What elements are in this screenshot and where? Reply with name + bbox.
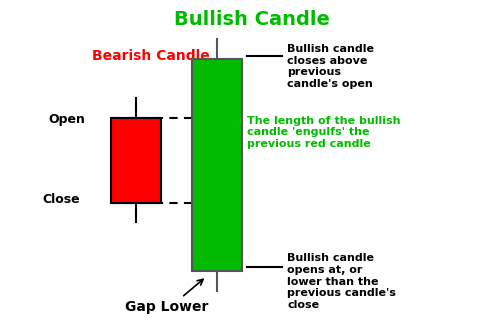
Text: Bullish candle
opens at, or
lower than the
previous candle's
close: Bullish candle opens at, or lower than t… <box>287 253 396 310</box>
Text: Bullish Candle: Bullish Candle <box>174 10 330 29</box>
Text: Close: Close <box>43 193 81 206</box>
Text: Gap Lower: Gap Lower <box>124 301 208 314</box>
Text: Bullish candle
closes above
previous
candle's open: Bullish candle closes above previous can… <box>287 44 374 89</box>
Text: Bearish Candle: Bearish Candle <box>92 49 210 62</box>
Text: The length of the bullish
candle 'engulfs' the
previous red candle: The length of the bullish candle 'engulf… <box>247 116 401 149</box>
Text: Open: Open <box>48 113 85 126</box>
Bar <box>111 118 161 203</box>
Bar <box>192 59 242 271</box>
